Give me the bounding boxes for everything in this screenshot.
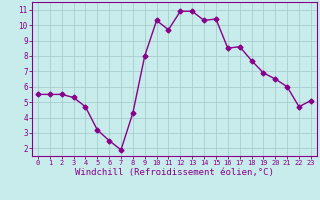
X-axis label: Windchill (Refroidissement éolien,°C): Windchill (Refroidissement éolien,°C) bbox=[75, 168, 274, 177]
